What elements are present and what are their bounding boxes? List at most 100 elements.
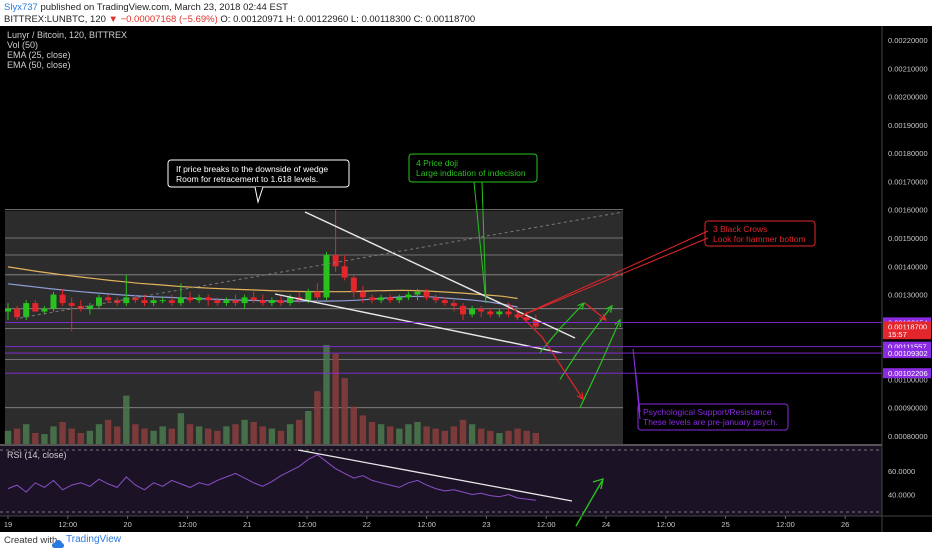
volume-bar xyxy=(478,428,485,444)
doji-note-line-2: Large indication of indecision xyxy=(416,168,526,178)
candle-body[interactable] xyxy=(41,308,48,312)
candle-body[interactable] xyxy=(159,300,166,302)
candle-body[interactable] xyxy=(514,314,521,318)
candle-body[interactable] xyxy=(387,297,394,301)
candle-body[interactable] xyxy=(359,291,366,298)
chart-area[interactable]: If price breaks to the downside of wedge… xyxy=(0,26,932,532)
ema50-line[interactable] xyxy=(7,266,518,300)
price-label-tag[interactable] xyxy=(883,368,931,379)
candle-body[interactable] xyxy=(469,308,476,315)
candle-body[interactable] xyxy=(96,297,102,306)
volume-bar xyxy=(377,424,385,444)
rsi-band xyxy=(0,446,882,516)
candle-body[interactable] xyxy=(305,291,312,301)
candle-body[interactable] xyxy=(5,308,11,312)
candle-body[interactable] xyxy=(423,291,430,298)
volume-bar xyxy=(514,428,521,444)
candle-body[interactable] xyxy=(505,311,512,315)
candle-body[interactable] xyxy=(323,255,330,298)
candle-body[interactable] xyxy=(396,297,403,301)
legend-ema50[interactable]: EMA (50, close) xyxy=(7,60,71,70)
projection-arrow-line[interactable] xyxy=(507,302,584,400)
candle-body[interactable] xyxy=(32,303,39,312)
candle-body[interactable] xyxy=(414,291,421,295)
price-tick-label: 0.00130000 xyxy=(888,291,928,300)
candle-body[interactable] xyxy=(114,300,121,303)
candle-body[interactable] xyxy=(259,300,266,303)
wedge-upper-line[interactable] xyxy=(304,211,576,339)
volume-bar xyxy=(223,426,230,444)
price-label-tag[interactable] xyxy=(883,341,931,352)
volume-bar xyxy=(277,430,285,444)
candle-body[interactable] xyxy=(460,305,466,315)
candle-body[interactable] xyxy=(223,300,230,303)
candle-body[interactable] xyxy=(50,294,57,309)
candle-body[interactable] xyxy=(350,277,357,292)
candle-body[interactable] xyxy=(150,300,157,303)
candle-body[interactable] xyxy=(332,255,339,267)
candle-body[interactable] xyxy=(132,297,139,301)
candle-body[interactable] xyxy=(23,303,30,318)
candle-body[interactable] xyxy=(214,300,221,303)
price-label-tag[interactable] xyxy=(883,329,931,340)
candle-body[interactable] xyxy=(287,297,294,304)
legend-ema25[interactable]: EMA (25, close) xyxy=(7,50,71,60)
candle-body[interactable] xyxy=(405,294,412,298)
candle-body[interactable] xyxy=(250,297,257,301)
legend-rsi[interactable]: RSI (14, close) xyxy=(7,450,67,460)
candle-body[interactable] xyxy=(432,297,439,301)
author-link[interactable]: Slyx737 xyxy=(4,2,38,13)
legend-vol[interactable]: Vol (50) xyxy=(7,40,38,50)
candle-body[interactable] xyxy=(523,317,530,320)
price-label-tag[interactable] xyxy=(883,321,931,332)
candle-body[interactable] xyxy=(232,300,239,303)
candle-body[interactable] xyxy=(369,297,375,301)
candle-body[interactable] xyxy=(478,308,485,312)
candle-body[interactable] xyxy=(341,266,348,278)
rsi-up-arrow[interactable] xyxy=(575,477,604,527)
candle-body[interactable] xyxy=(268,300,275,303)
dashed-trend-line[interactable] xyxy=(19,211,624,319)
time-tick-label: 21 xyxy=(243,520,251,529)
crows-note-callout[interactable]: 3 Black Crows Look for hammer bottom xyxy=(515,220,816,319)
price-label-tag[interactable] xyxy=(883,348,931,359)
tradingview-brand-link[interactable]: TradingView xyxy=(66,534,122,545)
candle-body[interactable] xyxy=(532,320,539,327)
candle-body[interactable] xyxy=(487,311,494,315)
candle-body[interactable] xyxy=(59,294,66,304)
wedge-note-callout[interactable]: If price breaks to the downside of wedge… xyxy=(167,159,350,204)
candle-body[interactable] xyxy=(441,300,448,303)
price-tick-label: 0.00210000 xyxy=(888,64,928,73)
candle-body[interactable] xyxy=(196,297,203,301)
volume-bar xyxy=(387,426,394,444)
wedge-lower-line[interactable] xyxy=(274,293,563,354)
projection-arrow-line[interactable] xyxy=(579,319,621,408)
candle-body[interactable] xyxy=(205,297,212,301)
candle-body[interactable] xyxy=(177,297,184,304)
volume-bar xyxy=(487,430,494,444)
price-chart[interactable]: If price breaks to the downside of wedge… xyxy=(0,26,932,532)
psych-note-callout[interactable]: Psychological Support/Resistance These l… xyxy=(632,348,789,431)
candle-body[interactable] xyxy=(450,303,457,306)
rsi-trend-line[interactable] xyxy=(297,449,573,502)
candle-body[interactable] xyxy=(314,291,321,298)
candle-body[interactable] xyxy=(496,311,503,315)
pane-separator[interactable] xyxy=(0,444,882,446)
candle-body[interactable] xyxy=(187,297,193,301)
candle-body[interactable] xyxy=(278,300,284,303)
price-tick-label: 0.00080000 xyxy=(888,432,928,441)
candle-body[interactable] xyxy=(168,300,175,303)
candle-body[interactable] xyxy=(123,297,130,304)
price-axis-background[interactable] xyxy=(882,26,932,532)
projection-arrow-line[interactable] xyxy=(584,302,607,321)
price-tick-label: 0.00220000 xyxy=(888,36,928,45)
doji-note-callout[interactable]: 4 Price doji Large indication of indecis… xyxy=(408,153,538,304)
candle-body[interactable] xyxy=(241,297,248,304)
candle-body[interactable] xyxy=(86,305,93,309)
candle-body[interactable] xyxy=(141,300,148,303)
candle-body[interactable] xyxy=(378,297,385,301)
candle-body[interactable] xyxy=(14,308,21,318)
candle-body[interactable] xyxy=(105,297,112,301)
candle-body[interactable] xyxy=(68,303,75,306)
rsi-line[interactable] xyxy=(7,454,536,501)
